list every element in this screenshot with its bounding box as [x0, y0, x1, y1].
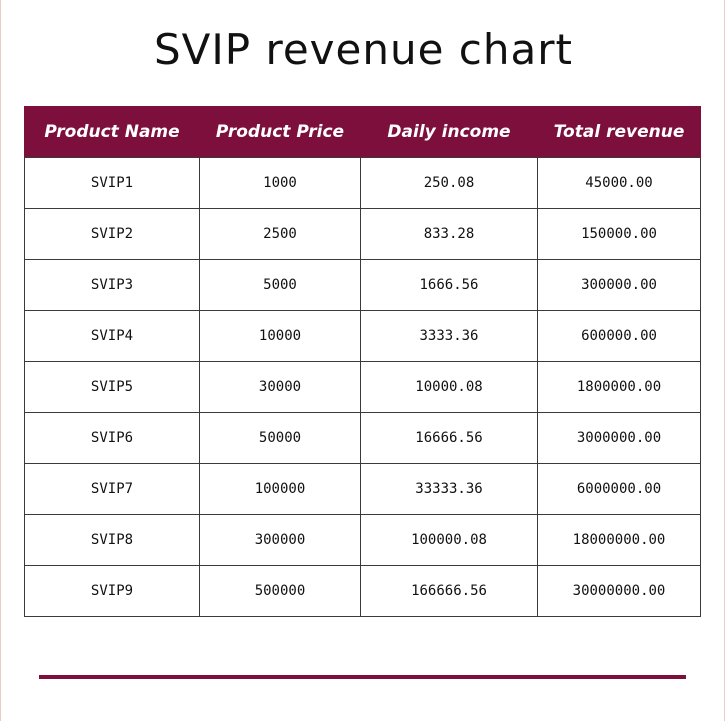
- header-row: Product Name Product Price Daily income …: [24, 106, 701, 158]
- cell-product-price: 30000: [199, 361, 361, 413]
- cell-product-name: SVIP5: [24, 361, 200, 413]
- cell-total-revenue: 6000000.00: [537, 463, 701, 515]
- header-product-name: Product Name: [24, 106, 200, 158]
- cell-product-price: 5000: [199, 259, 361, 311]
- cell-daily-income: 250.08: [360, 157, 538, 209]
- cell-daily-income: 166666.56: [360, 565, 538, 617]
- table-body: SVIP1 1000 250.08 45000.00 SVIP2 2500 833.28 15…: [24, 157, 701, 617]
- cell-daily-income: 10000.08: [360, 361, 538, 413]
- cell-product-name: SVIP9: [24, 565, 200, 617]
- table-row: SVIP2 2500 833.28 150000.00: [24, 208, 701, 260]
- header-product-price: Product Price: [199, 106, 361, 158]
- cell-product-name: SVIP7: [24, 463, 200, 515]
- cell-daily-income: 100000.08: [360, 514, 538, 566]
- cell-daily-income: 833.28: [360, 208, 538, 260]
- page-title: SVIP revenue chart: [154, 25, 573, 74]
- table-row: SVIP1 1000 250.08 45000.00: [24, 157, 701, 209]
- cell-total-revenue: 1800000.00: [537, 361, 701, 413]
- cell-product-name: SVIP1: [24, 157, 200, 209]
- header-total-revenue: Total revenue: [537, 106, 701, 158]
- bottom-rule: [39, 675, 686, 679]
- table-row: SVIP7 100000 33333.36 6000000.00: [24, 463, 701, 515]
- table-row: SVIP8 300000 100000.08 18000000.00: [24, 514, 701, 566]
- cell-daily-income: 1666.56: [360, 259, 538, 311]
- table-row: SVIP6 50000 16666.56 3000000.00: [24, 412, 701, 464]
- cell-total-revenue: 600000.00: [537, 310, 701, 362]
- cell-total-revenue: 150000.00: [537, 208, 701, 260]
- cell-daily-income: 33333.36: [360, 463, 538, 515]
- cell-total-revenue: 45000.00: [537, 157, 701, 209]
- revenue-table: Product Name Product Price Daily income …: [24, 106, 701, 617]
- cell-product-price: 50000: [199, 412, 361, 464]
- cell-total-revenue: 300000.00: [537, 259, 701, 311]
- cell-product-name: SVIP6: [24, 412, 200, 464]
- cell-product-price: 100000: [199, 463, 361, 515]
- cell-daily-income: 16666.56: [360, 412, 538, 464]
- table-row: SVIP9 500000 166666.56 30000000.00: [24, 565, 701, 617]
- table-row: SVIP5 30000 10000.08 1800000.00: [24, 361, 701, 413]
- cell-product-price: 2500: [199, 208, 361, 260]
- cell-product-name: SVIP4: [24, 310, 200, 362]
- cell-product-name: SVIP2: [24, 208, 200, 260]
- table-row: SVIP3 5000 1666.56 300000.00: [24, 259, 701, 311]
- cell-product-name: SVIP3: [24, 259, 200, 311]
- table-row: SVIP4 10000 3333.36 600000.00: [24, 310, 701, 362]
- cell-product-name: SVIP8: [24, 514, 200, 566]
- table-header: Product Name Product Price Daily income …: [24, 106, 701, 158]
- header-daily-income: Daily income: [360, 106, 538, 158]
- cell-product-price: 500000: [199, 565, 361, 617]
- cell-total-revenue: 18000000.00: [537, 514, 701, 566]
- cell-product-price: 1000: [199, 157, 361, 209]
- cell-total-revenue: 30000000.00: [537, 565, 701, 617]
- cell-product-price: 10000: [199, 310, 361, 362]
- cell-total-revenue: 3000000.00: [537, 412, 701, 464]
- cell-product-price: 300000: [199, 514, 361, 566]
- cell-daily-income: 3333.36: [360, 310, 538, 362]
